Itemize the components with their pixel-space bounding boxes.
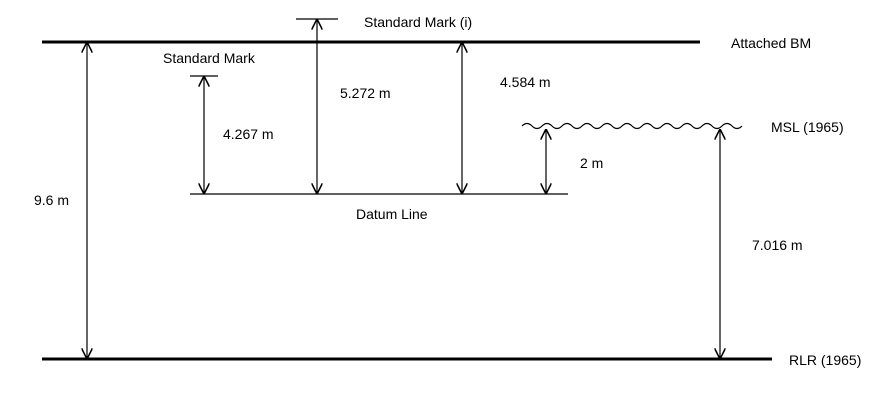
msl-wave-line xyxy=(521,122,743,130)
value-bm-to-datum: 4.584 m xyxy=(500,74,551,90)
value-msl-to-datum: 2 m xyxy=(580,155,603,171)
value-standard-mark-i-to-datum: 5.272 m xyxy=(340,85,391,101)
value-standard-mark-to-datum: 4.267 m xyxy=(223,126,274,142)
label-standard-mark-i: Standard Mark (i) xyxy=(364,14,472,30)
label-rlr: RLR (1965) xyxy=(789,352,861,368)
label-standard-mark: Standard Mark xyxy=(163,50,256,66)
label-datum-line: Datum Line xyxy=(356,206,428,222)
label-msl: MSL (1965) xyxy=(771,119,844,135)
label-attached-bm: Attached BM xyxy=(731,35,811,51)
value-bm-to-rlr: 9.6 m xyxy=(34,192,69,208)
value-msl-to-rlr: 7.016 m xyxy=(752,237,803,253)
